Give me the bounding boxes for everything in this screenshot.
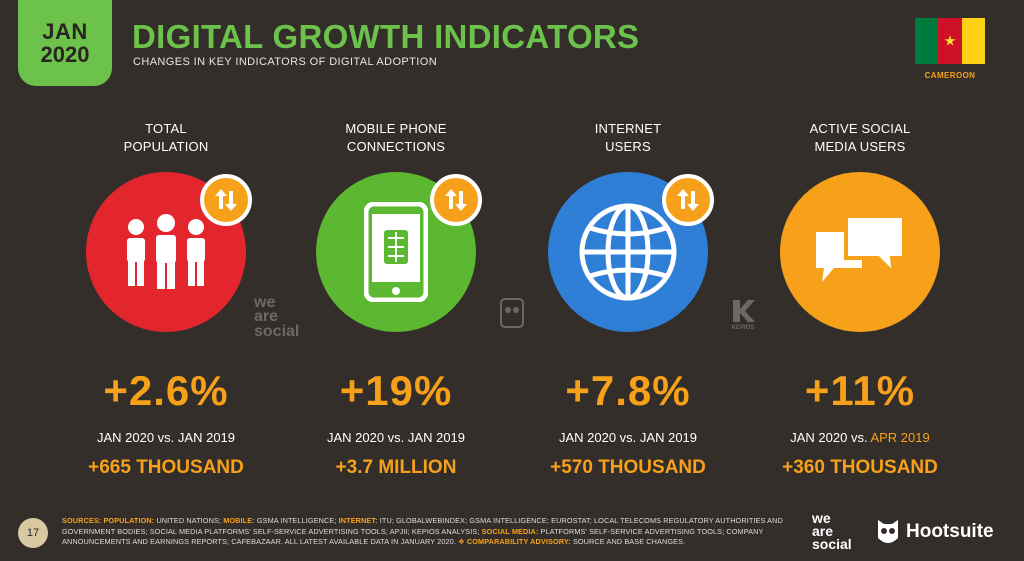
- flag-stripe-green: [915, 18, 939, 64]
- we-are-social-logo: we are social: [812, 510, 852, 552]
- page-title: DIGITAL GROWTH INDICATORS: [132, 18, 640, 55]
- indicator-label: MOBILE PHONE CONNECTIONS: [281, 120, 511, 160]
- logo-word-are: are: [812, 522, 834, 539]
- indicator-icon-wrap: [780, 172, 940, 332]
- internet-label: INTERNET:: [338, 516, 378, 525]
- absolute-change: +665 THOUSAND: [88, 457, 244, 478]
- mobile-label: MOBILE:: [223, 516, 255, 525]
- mobile-source: GSMA INTELLIGENCE;: [256, 516, 337, 525]
- flag-stripe-yellow: [961, 18, 985, 64]
- indicator-icon-wrap: [548, 172, 714, 332]
- page-subtitle: CHANGES IN KEY INDICATORS OF DIGITAL ADO…: [133, 56, 438, 68]
- indicator-label: ACTIVE SOCIAL MEDIA USERS: [745, 120, 975, 160]
- owl-icon: [878, 520, 898, 543]
- kepios-logo-icon: [733, 300, 755, 322]
- indicator-label: TOTAL POPULATION: [51, 120, 281, 160]
- wm-word-social: social: [254, 322, 300, 340]
- label-line2: USERS: [605, 138, 651, 154]
- indicator-internet: INTERNET USERS +7.8% JAN 2020 vs. JAN 20…: [513, 120, 743, 479]
- comparison-period: JAN 2020 vs. JAN 2019: [513, 430, 743, 445]
- label-line2: CONNECTIONS: [346, 138, 446, 154]
- percent-change: +19%: [339, 367, 453, 414]
- label-line1: INTERNET: [594, 121, 662, 136]
- label-line1: TOTAL: [145, 121, 187, 136]
- comparison-current: JAN 2020 vs.: [558, 430, 640, 445]
- population-label: POPULATION:: [103, 516, 155, 525]
- absolute-change: +570 THOUSAND: [550, 457, 706, 478]
- comparison-period: JAN 2020 vs. JAN 2019: [51, 430, 281, 445]
- sources-label: SOURCES:: [62, 516, 102, 525]
- comparison-current: JAN 2020 vs.: [790, 430, 871, 445]
- cameroon-flag-icon: ★: [915, 18, 985, 64]
- chat-bubbles-icon: [816, 214, 906, 282]
- kepios-text: KEPIOS: [731, 325, 755, 332]
- badge-month: JAN: [42, 18, 88, 44]
- percent-change: +11%: [804, 367, 916, 414]
- flag-stripe-red: [938, 18, 962, 64]
- logo-word-social: social: [812, 535, 852, 552]
- hootsuite-logo: Hootsuite: [876, 518, 994, 546]
- label-line2: POPULATION: [123, 138, 209, 154]
- indicator-label: INTERNET USERS: [513, 120, 743, 160]
- page-number: 17: [18, 518, 48, 548]
- up-down-arrows-icon: [430, 174, 482, 226]
- indicator-icon-wrap: [86, 172, 252, 332]
- percent-change: +2.6%: [103, 367, 229, 414]
- comparison-previous: JAN 2019: [639, 430, 698, 445]
- comparison-current: JAN 2020 vs.: [96, 430, 178, 445]
- comparison-previous: APR 2019: [870, 430, 930, 445]
- comparison-period: JAN 2020 vs. JAN 2019: [281, 430, 511, 445]
- comparison-period: JAN 2020 vs. APR 2019: [745, 430, 975, 445]
- indicator-icon-wrap: [316, 172, 482, 332]
- absolute-change: +3.7 MILLION: [335, 457, 457, 478]
- sources-note: SOURCES: POPULATION: UNITED NATIONS; MOB…: [62, 516, 807, 548]
- date-badge: JAN 2020: [18, 0, 112, 86]
- badge-year: 2020: [40, 42, 90, 67]
- absolute-change: +360 THOUSAND: [782, 457, 938, 478]
- kepios-watermark: KEPIOS: [730, 298, 756, 332]
- social-source: PLATFORMS' SELF-SERVICE ADVERTISING TOOL…: [62, 526, 764, 547]
- owl-watermark-icon: [500, 298, 524, 331]
- mobile-phone-icon: [364, 202, 428, 302]
- indicator-population: TOTAL POPULATION +2.6% JAN 2020 vs. JAN …: [51, 120, 281, 479]
- advisory-label: ❖ COMPARABILITY ADVISORY:: [458, 537, 571, 547]
- comparison-previous: JAN 2019: [407, 430, 466, 445]
- indicator-social-media: ACTIVE SOCIAL MEDIA USERS +11% JAN 2020 …: [745, 120, 975, 479]
- social-label: SOCIAL MEDIA:: [481, 526, 539, 536]
- hootsuite-name: Hootsuite: [906, 521, 994, 542]
- wm-word-are: are: [254, 308, 279, 326]
- indicator-mobile: MOBILE PHONE CONNECTIONS +19% JAN 2020 v…: [281, 120, 511, 479]
- comparison-current: JAN 2020 vs.: [326, 430, 408, 445]
- label-line1: MOBILE PHONE: [345, 121, 447, 136]
- indicator-circle: [780, 172, 940, 332]
- we-are-social-watermark: we are social: [254, 294, 300, 340]
- people-icon: [127, 214, 205, 289]
- up-down-arrows-icon: [200, 174, 252, 226]
- percent-change: +7.8%: [565, 367, 691, 414]
- up-down-arrows-icon: [662, 174, 714, 226]
- internet-source: ITU; GLOBALWEBINDEX; GSMA INTELLIGENCE; …: [62, 516, 783, 536]
- globe-icon: [579, 203, 677, 301]
- label-line2: MEDIA USERS: [814, 138, 906, 154]
- wm-word-we: we: [254, 294, 276, 311]
- comparison-previous: JAN 2019: [177, 430, 236, 445]
- country-name: CAMEROON: [924, 71, 976, 80]
- advisory-text: SOURCE AND BASE CHANGES.: [572, 537, 686, 547]
- logo-word-we: we: [812, 510, 831, 526]
- population-source: UNITED NATIONS;: [156, 516, 222, 525]
- flag-star-icon: ★: [943, 32, 957, 49]
- label-line1: ACTIVE SOCIAL: [809, 121, 911, 136]
